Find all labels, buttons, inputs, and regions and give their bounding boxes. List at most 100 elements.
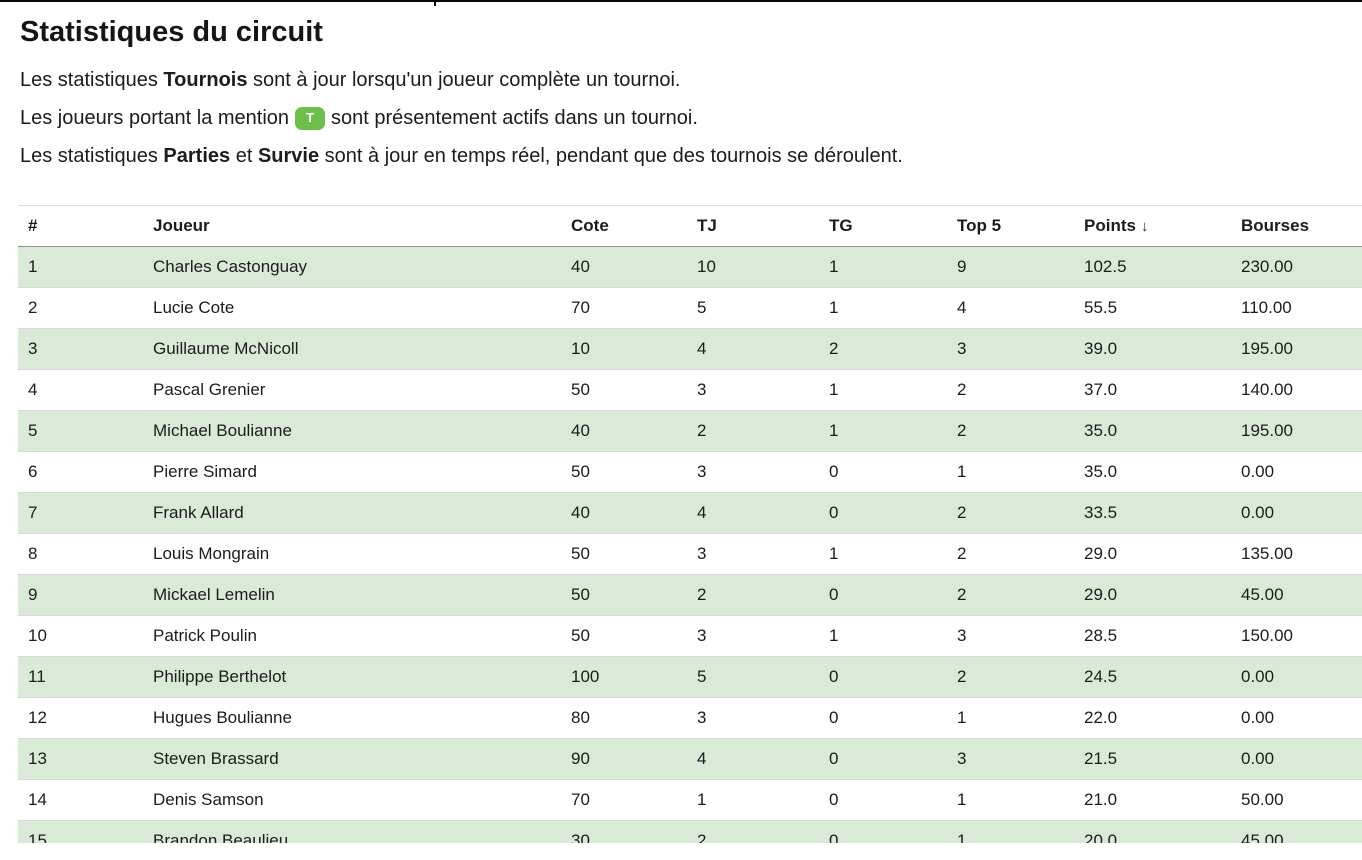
cote-cell: 40 bbox=[561, 410, 687, 452]
sort-descending-icon: ↓ bbox=[1140, 218, 1149, 235]
tj-cell: 5 bbox=[687, 656, 819, 698]
cote-cell: 70 bbox=[561, 779, 687, 821]
points-cell: 29.0 bbox=[1074, 574, 1231, 616]
intro-line3-bold-parties: Parties bbox=[163, 145, 231, 167]
tj-cell: 4 bbox=[687, 738, 819, 780]
column-header-points-label: Points bbox=[1084, 216, 1136, 235]
player-name-cell: Lucie Cote bbox=[143, 287, 561, 329]
cote-cell: 40 bbox=[561, 492, 687, 534]
tg-cell: 0 bbox=[819, 738, 947, 780]
table-row: 1 Charles Castonguay 40 10 1 9 102.5 230… bbox=[18, 246, 1362, 288]
tj-cell: 1 bbox=[687, 779, 819, 821]
bourses-cell: 135.00 bbox=[1231, 533, 1362, 575]
points-cell: 33.5 bbox=[1074, 492, 1231, 534]
rank-cell: 5 bbox=[18, 410, 143, 452]
bourses-cell: 0.00 bbox=[1231, 738, 1362, 780]
bourses-cell: 195.00 bbox=[1231, 410, 1362, 452]
table-row: 8 Louis Mongrain 50 3 1 2 29.0 135.00 bbox=[18, 533, 1362, 575]
cote-cell: 10 bbox=[561, 328, 687, 370]
circuit-stats-table: # Joueur Cote TJ TG Top 5 Points ↓ Bourse… bbox=[18, 205, 1362, 843]
top5-cell: 1 bbox=[947, 451, 1074, 493]
rank-cell: 7 bbox=[18, 492, 143, 534]
table-header: # Joueur Cote TJ TG Top 5 Points ↓ Bourse… bbox=[18, 205, 1362, 247]
top5-cell: 2 bbox=[947, 533, 1074, 575]
table-row: 14 Denis Samson 70 1 0 1 21.0 50.00 bbox=[18, 779, 1362, 821]
player-name-cell: Pascal Grenier bbox=[143, 369, 561, 411]
top5-cell: 3 bbox=[947, 738, 1074, 780]
top5-cell: 1 bbox=[947, 779, 1074, 821]
player-name-cell: Hugues Boulianne bbox=[143, 697, 561, 739]
bourses-cell: 140.00 bbox=[1231, 369, 1362, 411]
player-name-cell: Guillaume McNicoll bbox=[143, 328, 561, 370]
top5-cell: 2 bbox=[947, 410, 1074, 452]
column-header-top5[interactable]: Top 5 bbox=[947, 205, 1074, 247]
column-header-bourses[interactable]: Bourses bbox=[1231, 205, 1362, 247]
cote-cell: 90 bbox=[561, 738, 687, 780]
bourses-cell: 50.00 bbox=[1231, 779, 1362, 821]
column-header-tj[interactable]: TJ bbox=[687, 205, 819, 247]
column-header-points[interactable]: Points ↓ bbox=[1074, 205, 1231, 247]
cote-cell: 50 bbox=[561, 574, 687, 616]
table-row: 10 Patrick Poulin 50 3 1 3 28.5 150.00 bbox=[18, 615, 1362, 657]
tg-cell: 0 bbox=[819, 451, 947, 493]
tg-cell: 1 bbox=[829, 257, 839, 276]
table-row: 15 Brandon Beaulieu 30 2 0 1 20.0 45.00 bbox=[18, 820, 1362, 843]
player-name-cell: Patrick Poulin bbox=[143, 615, 561, 657]
intro-text: Les statistiques Tournois sont à jour lo… bbox=[20, 61, 1362, 175]
bourses-cell: 110.00 bbox=[1231, 287, 1362, 329]
tj-cell: 5 bbox=[687, 287, 819, 329]
intro-line3-bold-survie: Survie bbox=[257, 145, 320, 167]
column-header-player[interactable]: Joueur bbox=[143, 205, 561, 247]
column-header-rank[interactable]: # bbox=[18, 205, 143, 247]
points-cell: 55.5 bbox=[1074, 287, 1231, 329]
intro-line1-prefix: Les statistiques bbox=[20, 69, 164, 91]
bourses-cell: 0.00 bbox=[1231, 492, 1362, 534]
player-name-cell: Charles Castonguay bbox=[153, 257, 308, 276]
table-row: 2 Lucie Cote 70 5 1 4 55.5 110.00 bbox=[18, 287, 1362, 329]
intro-line-tournois: Les statistiques Tournois sont à jour lo… bbox=[20, 61, 1362, 99]
bourses-cell: 150.00 bbox=[1231, 615, 1362, 657]
table-row: 12 Hugues Boulianne 80 3 0 1 22.0 0.00 bbox=[18, 697, 1362, 739]
player-name-cell: Mickael Lemelin bbox=[143, 574, 561, 616]
rank-cell: 10 bbox=[18, 615, 143, 657]
tg-cell: 0 bbox=[819, 492, 947, 534]
player-name-cell: Michael Boulianne bbox=[143, 410, 561, 452]
cote-cell: 70 bbox=[561, 287, 687, 329]
rank-cell: 4 bbox=[18, 369, 143, 411]
column-header-tg[interactable]: TG bbox=[819, 205, 947, 247]
table-body: 1 Charles Castonguay 40 10 1 9 102.5 230… bbox=[18, 246, 1362, 843]
tj-cell: 4 bbox=[687, 492, 819, 534]
bourses-cell: 45.00 bbox=[1231, 820, 1362, 843]
player-name-cell: Pierre Simard bbox=[143, 451, 561, 493]
tj-cell: 10 bbox=[697, 257, 716, 276]
tab-divider-tick bbox=[434, 0, 436, 6]
tg-cell: 2 bbox=[819, 328, 947, 370]
top5-cell: 2 bbox=[947, 656, 1074, 698]
player-name-cell: Brandon Beaulieu bbox=[143, 820, 561, 843]
rank-cell: 14 bbox=[18, 779, 143, 821]
rank-cell: 2 bbox=[18, 287, 143, 329]
top5-cell: 2 bbox=[947, 369, 1074, 411]
table-row: 13 Steven Brassard 90 4 0 3 21.5 0.00 bbox=[18, 738, 1362, 780]
cote-cell: 40 bbox=[571, 257, 590, 276]
intro-line1-bold: Tournois bbox=[163, 69, 248, 91]
top5-cell: 1 bbox=[947, 697, 1074, 739]
cote-cell: 50 bbox=[561, 615, 687, 657]
column-header-cote[interactable]: Cote bbox=[561, 205, 687, 247]
points-cell: 39.0 bbox=[1074, 328, 1231, 370]
tg-cell: 0 bbox=[819, 697, 947, 739]
rank-cell: 3 bbox=[18, 328, 143, 370]
top5-cell: 3 bbox=[947, 328, 1074, 370]
bourses-cell: 230.00 bbox=[1241, 257, 1293, 276]
rank-cell: 1 bbox=[28, 257, 38, 276]
intro-line3-suffix: sont à jour en temps réel, pendant que d… bbox=[319, 145, 903, 167]
intro-line3-mid: et bbox=[230, 145, 258, 167]
table-row: 3 Guillaume McNicoll 10 4 2 3 39.0 195.0… bbox=[18, 328, 1362, 370]
tg-cell: 1 bbox=[819, 410, 947, 452]
intro-line2-prefix: Les joueurs portant la mention bbox=[20, 107, 290, 129]
tournament-active-badge: T bbox=[295, 107, 326, 130]
bourses-cell: 0.00 bbox=[1231, 656, 1362, 698]
top5-cell: 2 bbox=[947, 574, 1074, 616]
rank-cell: 8 bbox=[18, 533, 143, 575]
